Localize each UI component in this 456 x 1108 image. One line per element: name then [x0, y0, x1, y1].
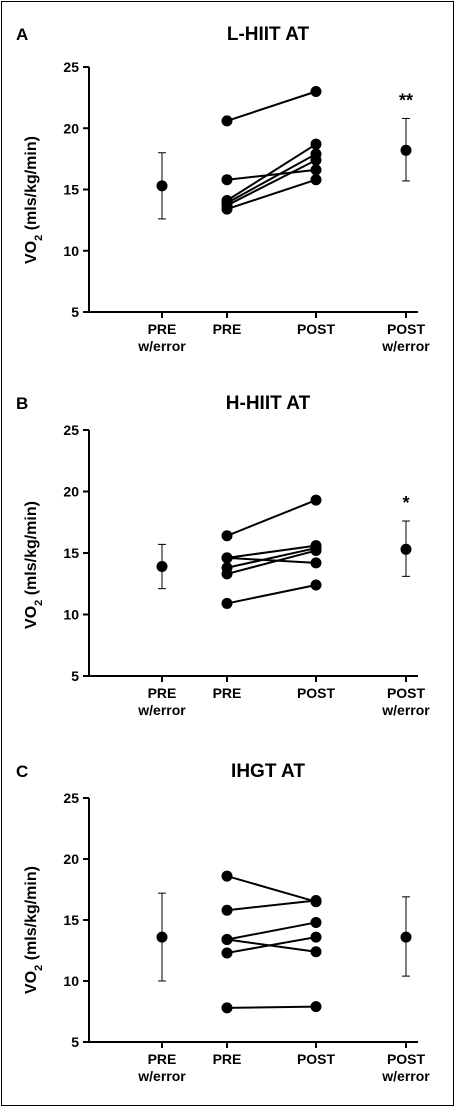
post-point	[310, 154, 322, 166]
chart-title-C: IHGT AT	[231, 761, 305, 782]
x-category-label: POST	[387, 685, 426, 701]
mean-point	[156, 931, 168, 943]
y-tick-label: 10	[63, 973, 79, 989]
x-category-label: PRE	[213, 685, 242, 701]
x-category-label: w/error	[137, 702, 186, 718]
y-tick-label: 5	[71, 668, 79, 684]
significance-marker: *	[402, 493, 409, 513]
subject-line	[226, 584, 317, 605]
subject-line	[226, 921, 317, 941]
post-point	[310, 494, 322, 506]
subject-line	[226, 936, 317, 954]
y-tick-label: 5	[71, 1034, 79, 1050]
mean-point	[156, 180, 168, 192]
post-point	[310, 545, 322, 557]
subject-line	[226, 143, 317, 202]
mean-point	[400, 931, 412, 943]
x-category-label: PRE	[148, 1051, 177, 1067]
x-category-label: PRE	[213, 321, 242, 337]
y-tick-label: 25	[63, 59, 79, 75]
y-tick-label: 20	[63, 484, 79, 500]
panel-letter-B: B	[16, 394, 28, 413]
chart-title-B: H-HIIT AT	[226, 393, 311, 414]
y-tick-label: 15	[63, 182, 79, 198]
subject-line	[226, 159, 317, 207]
subject-line	[226, 556, 317, 564]
post-point	[310, 894, 322, 906]
pre-point	[221, 552, 233, 564]
subject-line	[226, 178, 317, 211]
significance-marker: **	[399, 90, 413, 110]
subject-line	[226, 544, 317, 559]
subject-line	[226, 875, 317, 903]
pre-point	[221, 870, 233, 882]
x-category-label: w/error	[381, 702, 430, 718]
y-tick-label: 10	[63, 607, 79, 623]
post-point	[310, 579, 322, 591]
pre-point	[221, 530, 233, 542]
y-tick-label: 25	[63, 422, 79, 438]
post-point	[310, 931, 322, 943]
pre-point	[221, 174, 233, 186]
pre-point	[221, 934, 233, 946]
y-tick-label: 5	[71, 304, 79, 320]
x-category-label: w/error	[137, 1068, 186, 1084]
pre-point	[221, 1002, 233, 1014]
y-axis-label: VO2 (mls/kg/min)	[23, 136, 45, 264]
pre-point	[221, 904, 233, 916]
pre-point	[221, 203, 233, 215]
chart-title-A: L-HIIT AT	[227, 24, 310, 45]
subject-line	[226, 168, 317, 181]
subject-line	[226, 549, 317, 575]
y-tick-label: 20	[63, 851, 79, 867]
mean-point	[156, 561, 168, 573]
x-category-label: POST	[297, 1051, 336, 1067]
panel-letter-A: A	[16, 25, 28, 44]
x-category-label: POST	[387, 1051, 426, 1067]
post-point	[310, 946, 322, 958]
y-tick-label: 15	[63, 545, 79, 561]
post-point	[310, 86, 322, 97]
mean-point	[400, 144, 412, 156]
post-point	[310, 1001, 322, 1013]
subject-line	[226, 90, 317, 122]
post-point	[310, 174, 322, 186]
y-tick-label: 10	[63, 243, 79, 259]
pre-point	[221, 947, 233, 959]
y-tick-label: 15	[63, 912, 79, 928]
pre-point	[221, 597, 233, 609]
post-point	[310, 138, 322, 150]
pre-point	[221, 568, 233, 580]
subject-line	[226, 899, 317, 912]
y-tick-label: 25	[63, 790, 79, 806]
subject-line	[226, 1005, 317, 1009]
subject-line	[226, 547, 317, 569]
x-category-label: w/error	[381, 338, 430, 354]
x-category-label: w/error	[137, 338, 186, 354]
post-point	[310, 557, 322, 569]
x-category-label: w/error	[381, 1068, 430, 1084]
subject-line	[226, 153, 317, 204]
panel-letter-C: C	[16, 762, 28, 781]
post-point	[310, 916, 322, 928]
x-category-label: POST	[297, 685, 336, 701]
post-point	[310, 164, 322, 176]
pre-point	[221, 115, 233, 127]
subject-line	[226, 499, 317, 537]
x-category-label: PRE	[213, 1051, 242, 1067]
x-category-label: POST	[297, 321, 336, 337]
y-axis-label: VO2 (mls/kg/min)	[23, 866, 45, 994]
x-category-label: POST	[387, 321, 426, 337]
x-category-label: PRE	[148, 685, 177, 701]
mean-point	[400, 543, 412, 555]
y-axis-label: VO2 (mls/kg/min)	[23, 501, 45, 629]
y-tick-label: 20	[63, 120, 79, 136]
x-category-label: PRE	[148, 321, 177, 337]
